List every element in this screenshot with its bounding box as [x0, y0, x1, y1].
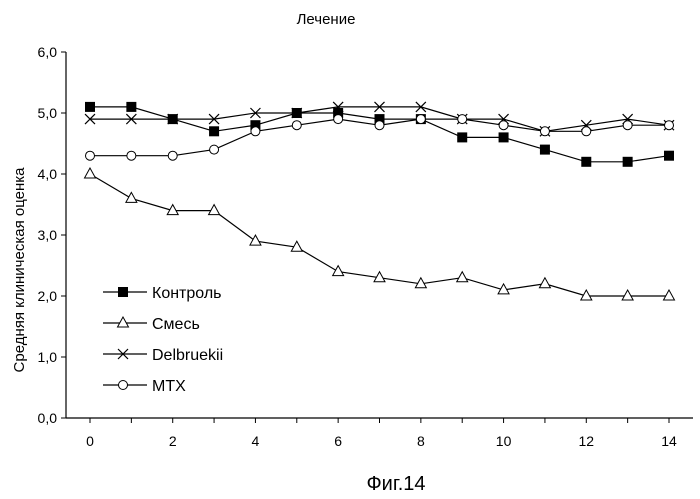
- data-point: [250, 235, 261, 245]
- data-point: [623, 157, 633, 167]
- x-tick-label: 2: [169, 433, 177, 449]
- data-point: [292, 121, 301, 130]
- data-point: [86, 151, 95, 160]
- x-tick-label: 14: [661, 433, 677, 449]
- x-tick-label: 0: [86, 433, 94, 449]
- y-axis-label: Средняя клиническая оценка: [11, 167, 28, 373]
- data-point: [539, 278, 550, 288]
- legend-item: Контроль: [103, 285, 222, 302]
- data-point: [581, 157, 591, 167]
- data-point: [664, 151, 674, 161]
- legend-label: Смесь: [152, 316, 200, 333]
- data-point: [665, 121, 674, 130]
- data-point: [126, 192, 137, 202]
- legend-marker: [119, 381, 128, 390]
- data-point: [457, 272, 468, 282]
- series-layer: [85, 102, 675, 300]
- y-tick-label: 0,0: [38, 410, 58, 426]
- legend-label: Delbruekii: [152, 347, 223, 364]
- data-point: [623, 121, 632, 130]
- y-tick-label: 4,0: [38, 166, 58, 182]
- data-point: [622, 290, 633, 300]
- data-point: [333, 266, 344, 276]
- data-point: [458, 115, 467, 124]
- data-point: [126, 102, 136, 112]
- data-point: [375, 121, 384, 130]
- x-tick-label: 4: [252, 433, 260, 449]
- data-point: [334, 115, 343, 124]
- data-point: [540, 127, 549, 136]
- data-point: [168, 151, 177, 160]
- data-point: [499, 132, 509, 142]
- x-tick-label: 8: [417, 433, 425, 449]
- legend-label: Контроль: [152, 285, 222, 302]
- legend-label: MTX: [152, 378, 186, 395]
- data-point: [499, 121, 508, 130]
- legend-item: Смесь: [103, 316, 200, 333]
- data-point: [209, 205, 220, 215]
- x-tick-label: 6: [334, 433, 342, 449]
- x-tick-label: 10: [496, 433, 512, 449]
- data-point: [210, 145, 219, 154]
- y-tick-label: 6,0: [38, 44, 58, 60]
- data-point: [209, 126, 219, 136]
- legend-marker: [118, 317, 129, 327]
- data-point: [457, 132, 467, 142]
- data-point: [582, 127, 591, 136]
- y-tick-label: 5,0: [38, 105, 58, 121]
- y-tick-label: 1,0: [38, 349, 58, 365]
- legend: Контроль Смесь Delbruekii MTX: [103, 285, 223, 395]
- legend-marker: [118, 287, 128, 297]
- data-point: [540, 145, 550, 155]
- figure-caption: Фиг.14: [366, 473, 425, 495]
- y-tick-label: 3,0: [38, 227, 58, 243]
- data-point: [416, 115, 425, 124]
- chart-title: Лечение: [297, 11, 356, 28]
- series-2: [85, 168, 675, 300]
- legend-item: MTX: [103, 378, 186, 395]
- data-point: [251, 127, 260, 136]
- y-tick-label: 2,0: [38, 288, 58, 304]
- data-point: [664, 290, 675, 300]
- legend-item: Delbruekii: [103, 347, 223, 364]
- x-tick-label: 12: [578, 433, 594, 449]
- data-point: [85, 102, 95, 112]
- data-point: [85, 168, 96, 178]
- data-point: [127, 151, 136, 160]
